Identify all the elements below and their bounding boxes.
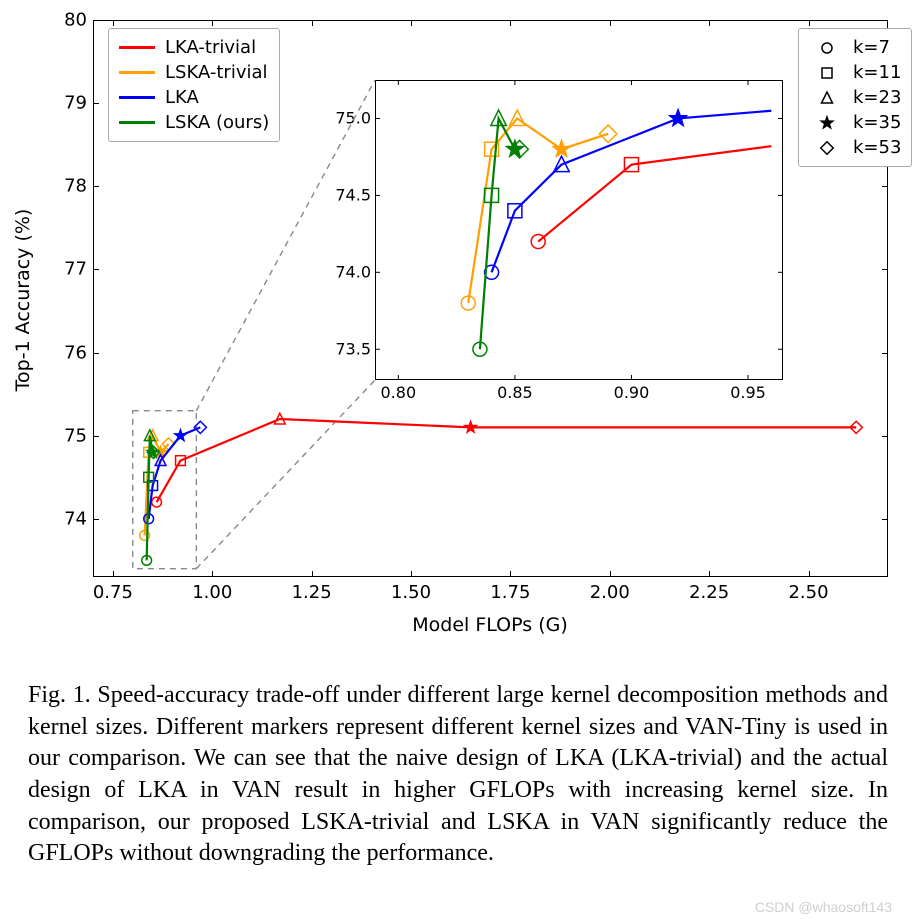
y-tick-label: 77 <box>42 259 87 280</box>
legend-label: LSKA (ours) <box>165 112 269 133</box>
legend-color-swatch <box>119 121 155 124</box>
inset-y-tick-label: 75.0 <box>329 109 371 128</box>
y-tick-label: 78 <box>42 176 87 197</box>
figure-container: 0.75 1.00 1.25 1.50 1.75 2.00 2.25 2.50 74 75 76 77… <box>0 0 914 923</box>
watermark-label: CSDN @whaosoft143 <box>755 899 892 915</box>
legend-marker-row: k=35 <box>809 110 901 135</box>
y-tick-label: 74 <box>42 508 87 529</box>
legend-marker-icon <box>809 138 845 158</box>
legend-marker-row: k=23 <box>809 85 901 110</box>
legend-method-row: LKA-trivial <box>119 35 269 60</box>
legend-marker-icon <box>809 63 845 83</box>
inset-plot-area <box>375 80 783 380</box>
y-tick-label: 76 <box>42 342 87 363</box>
figure-caption: Fig. 1. Speed-accuracy trade-off under d… <box>28 680 888 870</box>
legend-methods: LKA-trivial LSKA-trivial LKA LSKA (ours) <box>108 28 280 142</box>
x-tick-label: 1.00 <box>192 582 232 603</box>
x-tick-label: 2.25 <box>689 582 729 603</box>
legend-color-swatch <box>119 96 155 99</box>
inset-y-tick-label: 74.0 <box>329 263 371 282</box>
inset-x-tick-label: 0.85 <box>497 383 533 402</box>
inset-x-tick-label: 0.90 <box>614 383 650 402</box>
y-tick-label: 79 <box>42 93 87 114</box>
x-tick-label: 1.75 <box>490 582 530 603</box>
inset-y-tick-label: 74.5 <box>329 186 371 205</box>
y-tick-label: 75 <box>42 425 87 446</box>
legend-color-swatch <box>119 46 155 49</box>
x-tick-label: 2.00 <box>590 582 630 603</box>
legend-label: k=7 <box>853 37 890 58</box>
inset-y-tick-label: 73.5 <box>329 340 371 359</box>
legend-marker-row: k=7 <box>809 35 901 60</box>
inset-x-tick-label: 0.95 <box>730 383 766 402</box>
inset-x-tick-label: 0.80 <box>381 383 417 402</box>
legend-label: LKA-trivial <box>165 37 256 58</box>
x-tick-label: 1.50 <box>391 582 431 603</box>
legend-markers: k=7 k=11 k=23 k=35 k=53 <box>798 28 912 167</box>
x-axis-label: Model FLOPs (G) <box>412 614 568 636</box>
legend-label: k=35 <box>853 112 901 133</box>
legend-color-swatch <box>119 71 155 74</box>
legend-method-row: LKA <box>119 85 269 110</box>
legend-marker-row: k=53 <box>809 135 901 160</box>
y-axis-label: Top-1 Accuracy (%) <box>12 209 34 392</box>
legend-marker-icon <box>809 38 845 58</box>
legend-label: k=23 <box>853 87 901 108</box>
legend-method-row: LSKA (ours) <box>119 110 269 135</box>
legend-label: LSKA-trivial <box>165 62 268 83</box>
legend-marker-icon <box>809 88 845 108</box>
legend-label: k=11 <box>853 62 901 83</box>
x-tick-label: 2.50 <box>788 582 828 603</box>
legend-marker-icon <box>809 113 845 133</box>
x-tick-label: 1.25 <box>292 582 332 603</box>
x-tick-label: 0.75 <box>93 582 133 603</box>
legend-label: k=53 <box>853 137 901 158</box>
legend-method-row: LSKA-trivial <box>119 60 269 85</box>
y-tick-label: 80 <box>42 10 87 31</box>
legend-marker-row: k=11 <box>809 60 901 85</box>
legend-label: LKA <box>165 87 199 108</box>
